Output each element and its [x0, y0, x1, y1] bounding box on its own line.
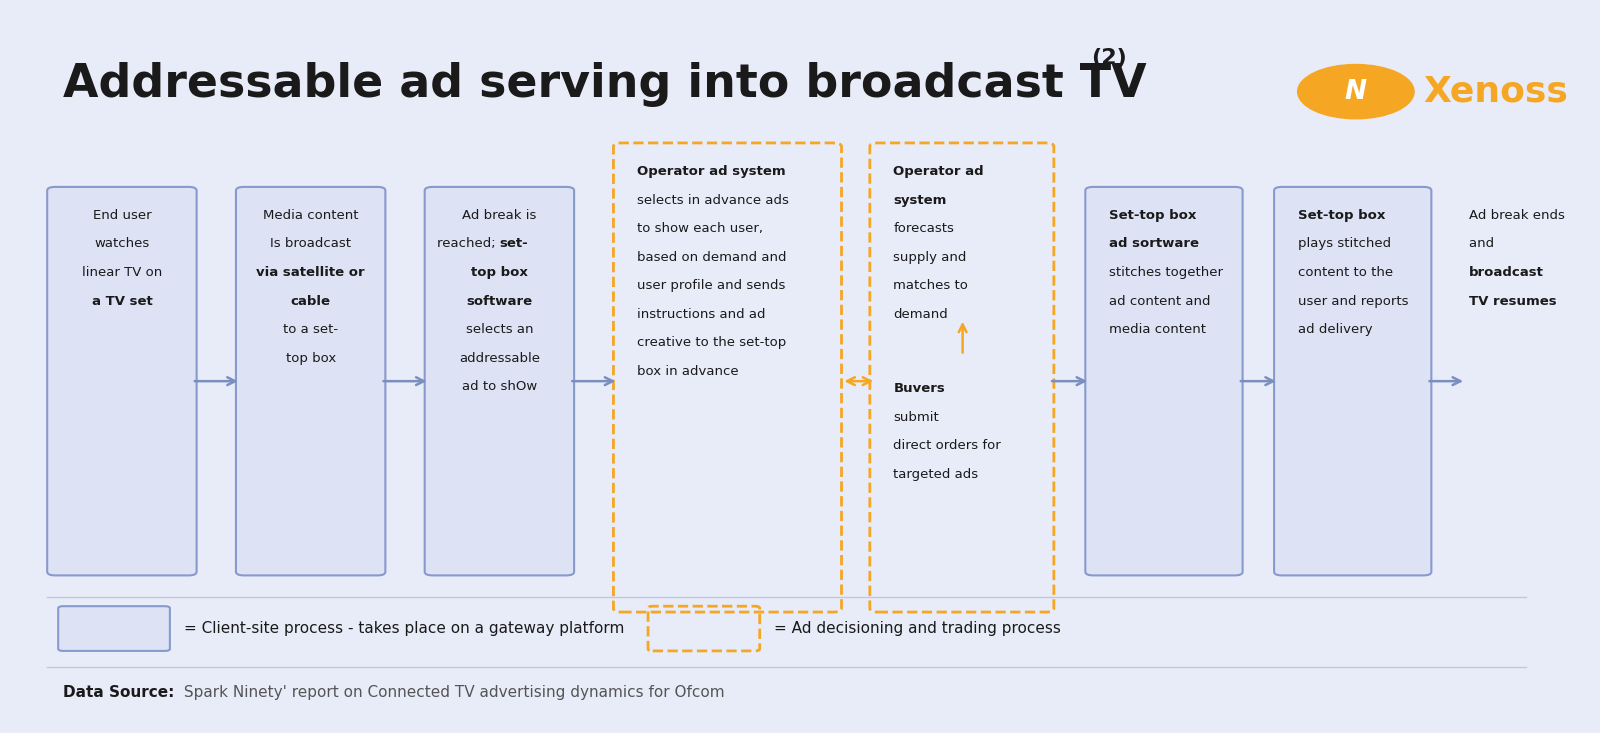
Text: ad to shOw: ad to shOw: [462, 380, 538, 394]
Text: Set-top box: Set-top box: [1298, 209, 1386, 222]
Text: submit: submit: [893, 410, 939, 424]
Text: box in advance: box in advance: [637, 365, 739, 378]
Text: top box: top box: [470, 266, 528, 279]
Text: linear TV on: linear TV on: [82, 266, 162, 279]
Text: = Ad decisioning and trading process: = Ad decisioning and trading process: [774, 621, 1061, 636]
Text: based on demand and: based on demand and: [637, 251, 787, 264]
Text: top box: top box: [285, 352, 336, 365]
Text: to a set-: to a set-: [283, 323, 338, 336]
Text: N: N: [1344, 78, 1366, 105]
FancyBboxPatch shape: [235, 187, 386, 575]
Text: (2): (2): [1091, 48, 1128, 67]
Text: ad delivery: ad delivery: [1298, 323, 1373, 336]
FancyBboxPatch shape: [424, 187, 574, 575]
Text: TV resumes: TV resumes: [1469, 295, 1557, 308]
Text: Operator ad system: Operator ad system: [637, 165, 786, 178]
Text: Operator ad: Operator ad: [893, 165, 984, 178]
Text: to show each user,: to show each user,: [637, 222, 763, 235]
Text: set-: set-: [499, 237, 528, 251]
Text: creative to the set-top: creative to the set-top: [637, 336, 786, 350]
Text: Xenoss: Xenoss: [1424, 75, 1568, 108]
Text: targeted ads: targeted ads: [893, 468, 979, 481]
Text: instructions and ad: instructions and ad: [637, 308, 765, 321]
FancyBboxPatch shape: [1085, 187, 1243, 575]
Text: via satellite or: via satellite or: [256, 266, 365, 279]
Text: Ad break ends: Ad break ends: [1469, 209, 1565, 222]
Text: reached;: reached;: [437, 237, 499, 251]
Text: Is broadcast: Is broadcast: [270, 237, 350, 251]
Text: forecasts: forecasts: [893, 222, 954, 235]
Text: media content: media content: [1109, 323, 1206, 336]
Text: Ad break is: Ad break is: [462, 209, 536, 222]
Text: stitches together: stitches together: [1109, 266, 1222, 279]
Text: Spark Ninety' report on Connected TV advertising dynamics for Ofcom: Spark Ninety' report on Connected TV adv…: [179, 685, 725, 700]
Text: direct orders for: direct orders for: [893, 439, 1002, 452]
Text: a TV set: a TV set: [91, 295, 152, 308]
Text: watches: watches: [94, 237, 149, 251]
Text: and: and: [1469, 237, 1499, 251]
Text: system: system: [893, 194, 947, 207]
Text: matches to: matches to: [893, 279, 968, 292]
FancyBboxPatch shape: [46, 187, 197, 575]
Text: selects in advance ads: selects in advance ads: [637, 194, 789, 207]
Text: ad content and: ad content and: [1109, 295, 1211, 308]
Text: broadcast: broadcast: [1469, 266, 1544, 279]
Text: Data Source:: Data Source:: [62, 685, 174, 700]
Text: = Client-site process - takes place on a gateway platform: = Client-site process - takes place on a…: [184, 621, 624, 636]
Text: user profile and sends: user profile and sends: [637, 279, 786, 292]
Text: cable: cable: [291, 295, 331, 308]
FancyBboxPatch shape: [1274, 187, 1432, 575]
Text: Addressable ad serving into broadcast TV: Addressable ad serving into broadcast TV: [62, 62, 1147, 107]
Text: Media content: Media content: [262, 209, 358, 222]
Text: Buvers: Buvers: [893, 382, 946, 395]
Text: plays stitched: plays stitched: [1298, 237, 1390, 251]
Text: software: software: [466, 295, 533, 308]
Text: addressable: addressable: [459, 352, 539, 365]
Text: selects an: selects an: [466, 323, 533, 336]
Text: supply and: supply and: [893, 251, 966, 264]
Circle shape: [1298, 65, 1414, 119]
Text: End user: End user: [93, 209, 152, 222]
Text: content to the: content to the: [1298, 266, 1392, 279]
FancyBboxPatch shape: [58, 606, 170, 651]
Text: Set-top box: Set-top box: [1109, 209, 1197, 222]
Text: demand: demand: [893, 308, 949, 321]
Text: user and reports: user and reports: [1298, 295, 1408, 308]
Text: ad sortware: ad sortware: [1109, 237, 1198, 251]
